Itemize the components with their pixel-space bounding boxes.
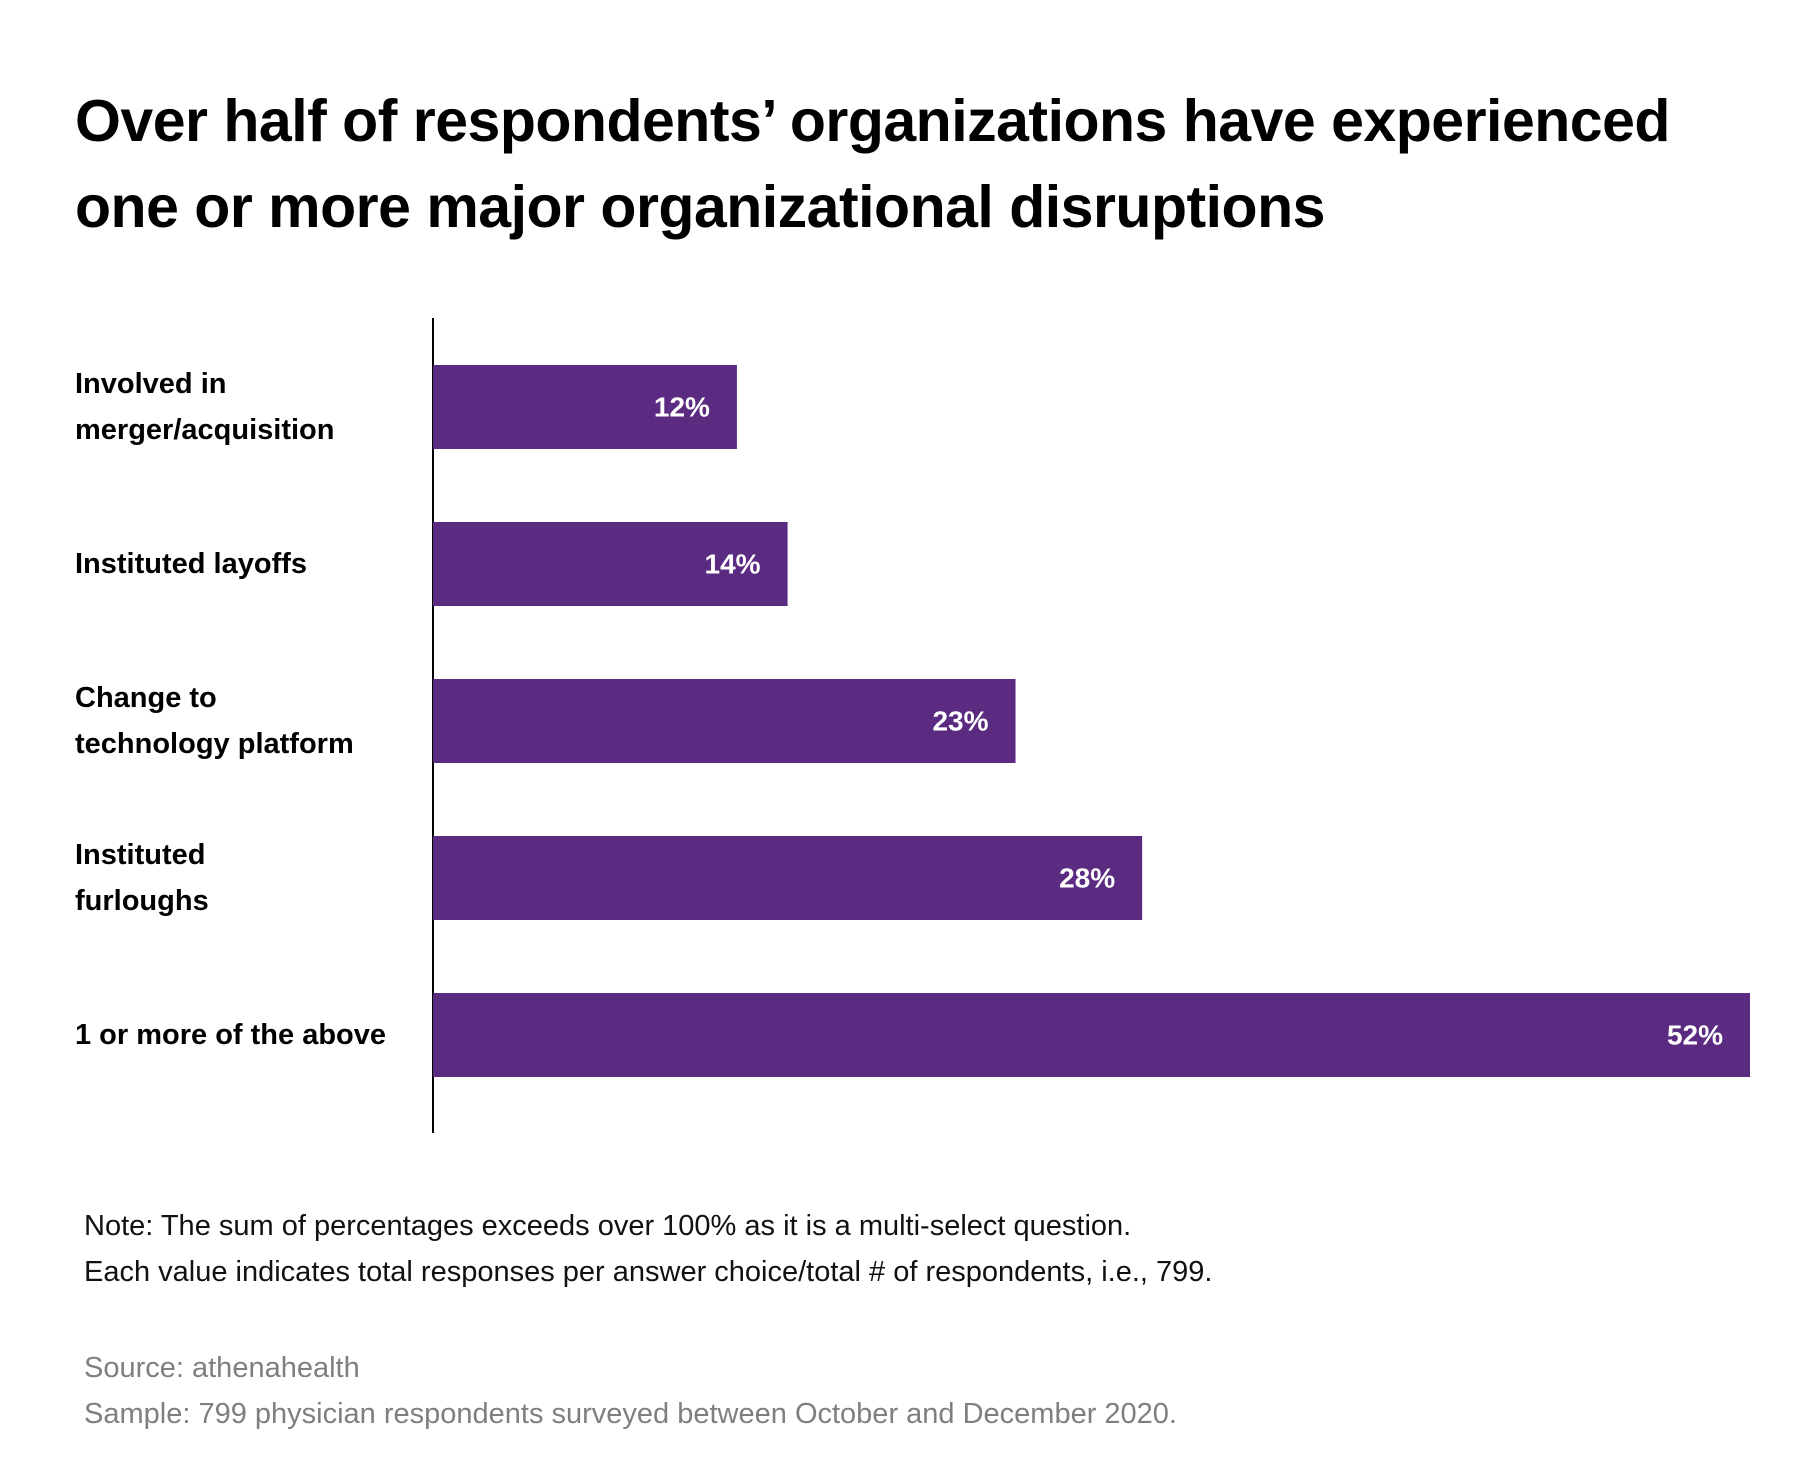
category-label-3-line-1: Change to: [75, 682, 217, 714]
bar-value-label-3: 23%: [932, 706, 988, 737]
category-label-2-line-1: Instituted layoffs: [75, 548, 307, 580]
sample-line: Sample: 799 physician respondents survey…: [84, 1398, 1177, 1430]
category-label-3-line-2: technology platform: [75, 728, 354, 760]
category-label-1-line-2: merger/acquisition: [75, 414, 334, 446]
category-label-3: Change to technology platform: [75, 682, 354, 760]
category-label-1-line-1: Involved in: [75, 368, 226, 400]
bars-group: 12% Involved in merger/acquisition 14% Insti…: [75, 365, 1750, 1077]
bar-value-label-4: 28%: [1059, 863, 1115, 894]
bar-4: [433, 836, 1143, 920]
bar-5: [433, 993, 1750, 1077]
category-label-4-line-1: Instituted: [75, 839, 206, 871]
category-label-5: 1 or more of the above: [75, 1019, 386, 1051]
category-label-4-line-2: furloughs: [75, 885, 209, 917]
category-label-5-line-1: 1 or more of the above: [75, 1019, 386, 1051]
bar-1: [433, 365, 737, 449]
category-label-4: Instituted furloughs: [75, 839, 209, 917]
note: Note: The sum of percentages exceeds ove…: [84, 1203, 1212, 1295]
chart-title: Over half of respondents’ organizations …: [75, 78, 1755, 250]
bar-value-label-1: 12%: [654, 392, 710, 423]
bar-3: [433, 679, 1016, 763]
bar-value-label-5: 52%: [1667, 1020, 1723, 1051]
category-label-1: Involved in merger/acquisition: [75, 368, 334, 446]
bar-2: [433, 522, 788, 606]
note-line-1: Note: The sum of percentages exceeds ove…: [84, 1210, 1132, 1242]
source-block: Source: athenahealth Sample: 799 physici…: [84, 1345, 1177, 1437]
note-line-2: Each value indicates total responses per…: [84, 1256, 1213, 1288]
category-label-2: Instituted layoffs: [75, 548, 307, 580]
chart-title-line-1: Over half of respondents’ organizations …: [75, 88, 1670, 154]
chart-title-line-2: one or more major organizational disrupt…: [75, 174, 1325, 240]
source-line: Source: athenahealth: [84, 1352, 360, 1384]
bar-value-label-2: 14%: [705, 549, 761, 580]
